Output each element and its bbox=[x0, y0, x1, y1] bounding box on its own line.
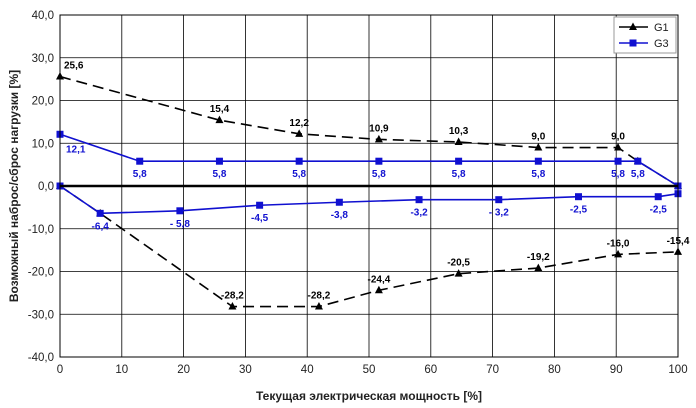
g3-marker bbox=[335, 198, 343, 206]
g1-marker bbox=[454, 269, 463, 277]
y-tick-label: -20,0 bbox=[28, 267, 54, 279]
x-tick-label: 40 bbox=[301, 364, 314, 376]
data-label-g3-upper: 12,1 bbox=[66, 144, 86, 155]
x-tick-label: 50 bbox=[363, 364, 376, 376]
y-axis-title: Возможный наброс/сброс нагрузки [%] bbox=[7, 70, 21, 302]
g3-marker bbox=[534, 157, 542, 165]
g1-marker bbox=[614, 143, 623, 151]
g3-marker bbox=[215, 157, 223, 165]
y-tick-label: 0,0 bbox=[38, 181, 54, 193]
x-tick-label: 30 bbox=[239, 364, 252, 376]
data-label-g1-upper: 10,3 bbox=[449, 126, 469, 137]
data-label-g3-upper: 5,8 bbox=[212, 169, 226, 180]
data-label-g3-upper: 5,8 bbox=[372, 169, 386, 180]
g1-marker bbox=[534, 263, 543, 272]
series-line-g3-upper bbox=[59, 133, 679, 187]
x-tick-label: 20 bbox=[177, 364, 190, 376]
data-label-g1-upper: 12,2 bbox=[289, 118, 309, 129]
data-label-g3-upper: 5,8 bbox=[292, 169, 306, 180]
g3-marker bbox=[654, 193, 662, 201]
y-tick-label: -40,0 bbox=[28, 352, 54, 364]
series-line-g3-lower bbox=[59, 185, 679, 215]
x-tick-label: 100 bbox=[668, 364, 687, 376]
g3-marker bbox=[575, 193, 583, 201]
data-label-g3-upper: 5,8 bbox=[631, 169, 645, 180]
g3-marker bbox=[96, 209, 104, 217]
g1-marker bbox=[374, 285, 383, 294]
g3-marker bbox=[614, 157, 622, 165]
data-label-g1-lower: -28,2 bbox=[221, 291, 244, 302]
tick-labels: 0 10 20 30 40 50 60 70 80 90 100 40,0 30,0 20,0 10,0 0,… bbox=[28, 10, 688, 376]
g1-marker bbox=[215, 115, 224, 124]
data-label-g3-lower: -3,2 bbox=[410, 208, 428, 219]
y-tick-label: 10,0 bbox=[32, 138, 54, 150]
x-axis-title: Текущая электрическая мощность [%] bbox=[256, 389, 482, 403]
g1-marker bbox=[228, 302, 237, 310]
g3-marker bbox=[415, 196, 423, 204]
data-label-g1-upper: 10,9 bbox=[369, 123, 389, 134]
data-label-g1-lower: -20,5 bbox=[447, 258, 470, 269]
g1-marker bbox=[374, 134, 383, 143]
y-tick-label: -30,0 bbox=[28, 309, 54, 321]
data-label-g1-upper: 9,0 bbox=[611, 132, 625, 143]
g3-marker bbox=[136, 157, 144, 165]
data-label-g3-upper: 5,8 bbox=[611, 169, 625, 180]
x-tick-label: 80 bbox=[548, 364, 561, 376]
data-label-g3-lower: -2,5 bbox=[570, 205, 588, 216]
g1-marker bbox=[454, 137, 463, 145]
g1-marker bbox=[614, 249, 623, 258]
g1-marker bbox=[314, 302, 323, 310]
g1-marker bbox=[629, 22, 637, 30]
g3-marker bbox=[295, 157, 303, 165]
x-tick-label: 70 bbox=[486, 364, 499, 376]
data-labels: 25,6 15,4 12,2 10,9 10,3 9,0 9,0 -28,2 -28,2 -24,… bbox=[64, 61, 690, 302]
data-label-g3-upper: 5,8 bbox=[452, 169, 466, 180]
data-label-g3-lower: -6,4 bbox=[92, 221, 110, 232]
data-label-g1-lower: -28,2 bbox=[308, 291, 331, 302]
data-label-g3-lower: -3,8 bbox=[331, 210, 349, 221]
data-label-g3-upper: 5,8 bbox=[133, 169, 147, 180]
g3-marker bbox=[176, 207, 184, 215]
y-tick-label: -10,0 bbox=[28, 224, 54, 236]
g1-marker bbox=[534, 143, 543, 151]
data-label-g3-lower: - 3,2 bbox=[489, 208, 509, 219]
legend-label-g1: G1 bbox=[654, 22, 669, 34]
g3-marker bbox=[495, 196, 503, 204]
data-label-g1-upper: 25,6 bbox=[64, 61, 84, 72]
g3-marker bbox=[629, 39, 637, 47]
g1-marker bbox=[295, 129, 304, 137]
x-tick-label: 60 bbox=[424, 364, 437, 376]
g3-marker bbox=[455, 157, 463, 165]
series-line-g1-upper bbox=[59, 75, 679, 187]
g3-marker bbox=[256, 201, 264, 209]
y-tick-label: 30,0 bbox=[32, 53, 54, 65]
data-label-g3-upper: 5,8 bbox=[531, 169, 545, 180]
y-tick-label: 40,0 bbox=[32, 10, 54, 22]
x-tick-label: 10 bbox=[115, 364, 128, 376]
data-label-g1-lower: -24,4 bbox=[367, 274, 390, 285]
y-tick-label: 20,0 bbox=[32, 96, 54, 108]
g3-marker bbox=[375, 157, 383, 165]
data-label-g1-lower: -19,2 bbox=[527, 252, 550, 263]
data-label-g3-lower: -4,5 bbox=[251, 213, 269, 224]
x-tick-label: 0 bbox=[57, 364, 63, 376]
g3-marker bbox=[634, 157, 642, 165]
data-label-g3-lower: - 5,8 bbox=[170, 219, 190, 230]
x-tick-label: 90 bbox=[610, 364, 623, 376]
data-label-g1-lower: -16,0 bbox=[607, 238, 630, 249]
data-label-g3-lower: -2,5 bbox=[650, 205, 668, 216]
legend-label-g3: G3 bbox=[654, 38, 669, 50]
data-label-g1-upper: 9,0 bbox=[531, 132, 545, 143]
legend-box bbox=[613, 16, 677, 54]
data-label-g1-upper: 15,4 bbox=[210, 104, 230, 115]
